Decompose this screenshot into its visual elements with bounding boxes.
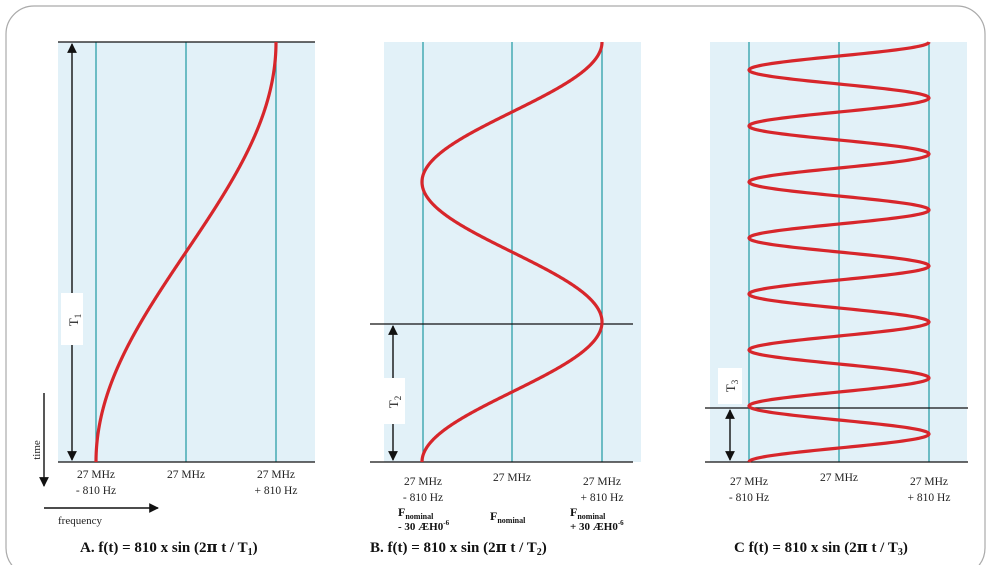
panel-a-caption: A. f(t) = 810 x sin (2π t / T1) bbox=[80, 538, 258, 558]
panel-b-fnominal-low-offset: - 30 ÆH0-6 bbox=[398, 519, 450, 533]
panel-b-fnominal-mid: Fnominal bbox=[490, 509, 526, 525]
panel-b-caption: B. f(t) = 810 x sin (2π t / T2) bbox=[370, 538, 547, 558]
panel-a-tick-low-line2: - 810 Hz bbox=[76, 485, 116, 497]
panel-c-caption: C f(t) = 810 x sin (2π t / T3) bbox=[734, 538, 908, 558]
panel-b-period-label-bg bbox=[381, 378, 405, 424]
panel-b-tick-low-line1: 27 MHz bbox=[404, 476, 442, 488]
panel-c-tick-low-line1: 27 MHz bbox=[730, 476, 768, 488]
panel-c-tick-low-line2: - 810 Hz bbox=[729, 492, 769, 504]
panel-b-fnominal-low: Fnominal bbox=[398, 505, 434, 521]
panel-b-tick-mid-line1: 27 MHz bbox=[493, 472, 531, 484]
panel-b-fnominal-high: Fnominal bbox=[570, 505, 606, 521]
panel-b: T2 27 MHz - 810 Hz 27 MHz 27 MHz + 810 H… bbox=[370, 41, 641, 558]
panel-b-tick-high-line2: + 810 Hz bbox=[581, 492, 624, 504]
panel-b-tick-low-line2: - 810 Hz bbox=[403, 492, 443, 504]
time-axis-label: time bbox=[31, 440, 43, 460]
panel-c-period-label-bg bbox=[718, 368, 742, 404]
panel-a-sine-curve bbox=[94, 42, 278, 462]
panel-c-tick-mid-line1: 27 MHz bbox=[820, 472, 858, 484]
panel-a-tick-high-line1: 27 MHz bbox=[257, 469, 295, 481]
panel-a-tick-low-line1: 27 MHz bbox=[77, 469, 115, 481]
frequency-axis-label: frequency bbox=[58, 515, 102, 527]
panel-c-sine-curve bbox=[747, 41, 931, 463]
panel-b-sine-curve bbox=[420, 41, 604, 463]
panel-a-tick-mid-line1: 27 MHz bbox=[167, 469, 205, 481]
panel-a-tick-high-line2: + 810 Hz bbox=[255, 485, 298, 497]
panel-b-period-label: T2 bbox=[386, 396, 403, 408]
panel-b-tick-high-line1: 27 MHz bbox=[583, 476, 621, 488]
panel-b-fnominal-high-offset: + 30 ÆH0-6 bbox=[570, 519, 624, 533]
panel-a-period-label-bg bbox=[61, 293, 83, 345]
panel-c-tick-high-line1: 27 MHz bbox=[910, 476, 948, 488]
panel-c-period-label: T3 bbox=[723, 379, 740, 392]
panel-c-tick-high-line2: + 810 Hz bbox=[908, 492, 951, 504]
panel-a-period-label: T1 bbox=[66, 314, 83, 326]
panel-c: T3 27 MHz - 810 Hz 27 MHz 27 MHz + 810 H… bbox=[705, 41, 968, 558]
panel-a: T1 time frequency 27 MHz - 810 Hz 27 MHz… bbox=[31, 41, 315, 558]
